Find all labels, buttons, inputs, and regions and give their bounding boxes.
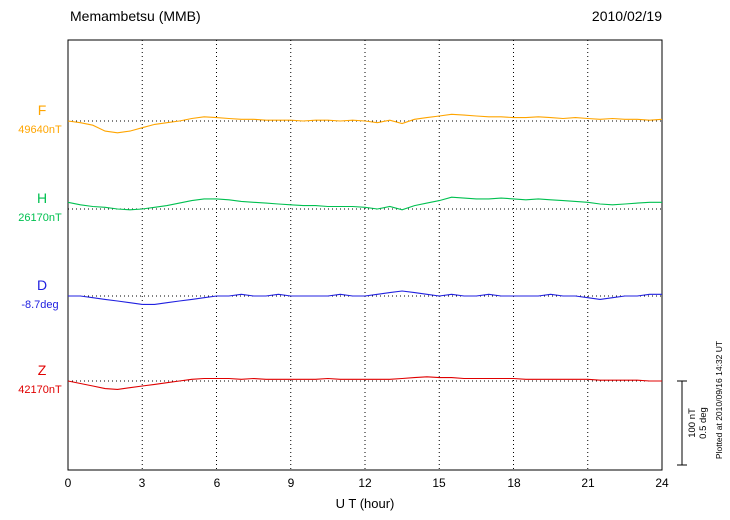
trace-D <box>68 290 662 305</box>
channel-label-Z: Z <box>37 362 47 378</box>
x-axis-title: U T (hour) <box>335 496 395 511</box>
trace-H <box>67 196 662 211</box>
channel-label-H: H <box>36 190 48 206</box>
x-tick-3: 3 <box>138 476 146 490</box>
trace-Z <box>67 376 662 390</box>
plotted-note: Plotted at 2010/09/16 14:32 UT <box>714 341 724 459</box>
x-tick-18: 18 <box>507 476 521 490</box>
channel-baseline-label-H: 26170nT <box>18 212 62 224</box>
x-tick-15: 15 <box>432 476 446 490</box>
channel-baseline-label-F: 49640nT <box>18 124 62 136</box>
scale-label-deg: 0.5 deg <box>698 407 709 439</box>
x-gridlines <box>141 40 589 470</box>
channel-baseline-label-D: -8.7deg <box>21 299 59 311</box>
x-tick-0: 0 <box>64 476 72 490</box>
x-tick-24: 24 <box>655 476 669 490</box>
trace-F <box>67 113 663 134</box>
station-title: Memambetsu (MMB) <box>70 8 201 24</box>
traces <box>67 113 663 390</box>
x-tick-21: 21 <box>581 476 595 490</box>
x-tick-6: 6 <box>213 476 221 490</box>
scale-bar <box>677 380 687 466</box>
x-tick-12: 12 <box>358 476 372 490</box>
x-tick-9: 9 <box>287 476 295 490</box>
scale-label-nt: 100 nT <box>687 408 698 438</box>
channel-label-F: F <box>37 102 47 118</box>
channel-baseline-label-Z: 42170nT <box>18 384 62 396</box>
plot-date: 2010/02/19 <box>591 8 662 24</box>
channel-label-D: D <box>36 277 48 293</box>
